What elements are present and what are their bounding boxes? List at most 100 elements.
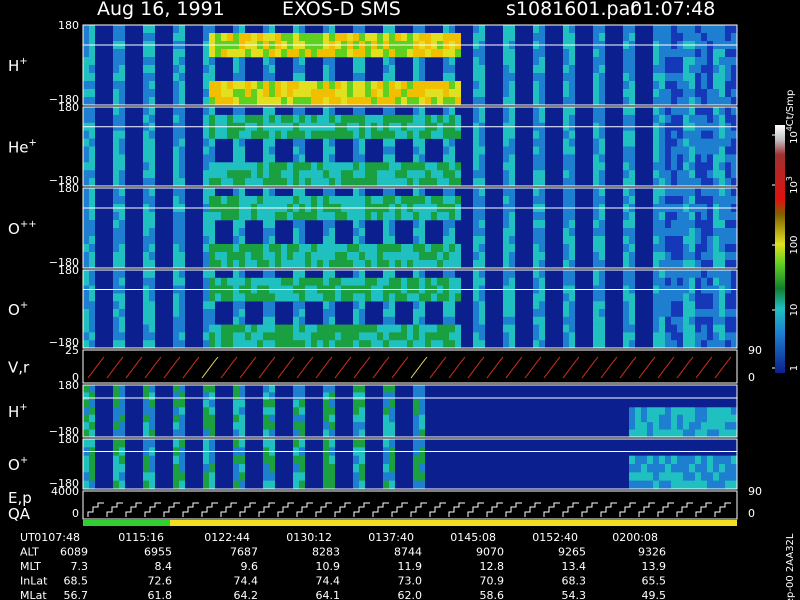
spectrogram-cell <box>503 25 509 34</box>
spectrogram-cell <box>503 114 509 124</box>
spectrogram-cell <box>629 293 635 302</box>
spectrogram-cell <box>317 244 323 253</box>
spectrogram-cell <box>419 49 425 58</box>
spectrogram-cell <box>713 65 719 74</box>
spectrogram-cell <box>227 162 233 171</box>
spectrogram-cell <box>677 324 683 333</box>
spectrogram-cell <box>143 49 149 58</box>
spectrogram-cell <box>233 309 239 318</box>
spectrogram-cell <box>83 228 89 237</box>
spectrogram-cell <box>149 154 155 163</box>
spectrogram-cell <box>401 89 407 98</box>
spectrogram-cell <box>629 422 635 430</box>
spectrogram-cell <box>623 146 629 155</box>
spectrogram-cell <box>725 332 731 341</box>
spectrogram-cell <box>683 73 689 82</box>
spectrogram-cell <box>227 81 233 90</box>
spectrogram-cell <box>479 170 485 179</box>
spectrogram-cell <box>257 252 263 261</box>
spectrogram-cell <box>503 73 509 82</box>
spectrogram-cell <box>287 81 293 90</box>
spectrogram-cell <box>323 188 329 197</box>
spectrogram-cell <box>533 146 539 155</box>
spectrogram-cell <box>239 385 245 393</box>
spectrogram-cell <box>203 277 209 286</box>
spectrogram-cell <box>671 81 677 90</box>
spectrogram-cell <box>455 170 461 179</box>
spectrogram-cell <box>419 309 425 318</box>
spectrogram-cell <box>209 97 215 106</box>
spectrogram-cell <box>371 97 377 106</box>
spectrogram-cell <box>449 277 455 286</box>
spectrogram-cell <box>119 220 125 229</box>
spectrogram-cell <box>335 277 341 286</box>
spectrogram-cell <box>629 138 635 147</box>
spectrogram-cell <box>311 114 317 124</box>
spectrogram-cell <box>695 154 701 163</box>
spectrogram-cell <box>683 114 689 124</box>
spectrogram-cell <box>311 89 317 98</box>
spectrogram-cell <box>683 146 689 155</box>
spectrogram-cell <box>647 455 653 465</box>
spectrogram-cell <box>113 73 119 82</box>
spectrogram-cell <box>263 316 269 325</box>
spectrogram-cell <box>593 236 599 245</box>
spectrogram-cell <box>629 188 635 197</box>
spectrogram-cell <box>599 97 605 106</box>
spectrogram-cell <box>323 114 329 124</box>
spectrogram-cell <box>539 340 545 349</box>
spectrogram-cell <box>725 114 731 124</box>
spectrogram-cell <box>263 414 269 423</box>
spectrogram-cell <box>359 340 365 349</box>
spectrogram-cell <box>269 332 275 341</box>
spectrogram-cell <box>251 332 257 341</box>
spectrogram-cell <box>719 170 725 179</box>
spectrogram-cell <box>623 252 629 261</box>
spectrogram-cell <box>239 107 245 116</box>
spectrogram-cell <box>347 114 353 124</box>
spectrogram-cell <box>593 25 599 34</box>
tick-label: 180 <box>58 101 79 114</box>
spectrogram-cell <box>629 277 635 286</box>
spectrogram-cell <box>659 73 665 82</box>
spectrogram-cell <box>275 212 281 221</box>
spectrogram-cell <box>725 429 731 438</box>
spectrogram-cell <box>89 260 95 269</box>
spectrogram-cell <box>689 422 695 430</box>
velocity-trace <box>524 356 542 379</box>
spectrogram-cell <box>149 429 155 438</box>
spectrogram-cell <box>623 97 629 106</box>
spectrogram-cell <box>323 73 329 82</box>
spectrogram-cell <box>233 324 239 333</box>
spectrogram-cell <box>569 89 575 98</box>
spectrogram-cell <box>419 429 425 438</box>
velocity-trace <box>676 356 694 379</box>
spectrogram-cell <box>359 25 365 34</box>
spectrogram-cell <box>329 89 335 98</box>
spectrogram-cell <box>731 188 737 197</box>
spectrogram-cell <box>707 301 713 310</box>
spectrogram-cell <box>395 178 401 187</box>
spectrogram-cell <box>239 399 245 408</box>
spectrogram-cell <box>431 277 437 286</box>
spectrogram-cell <box>383 25 389 34</box>
spectrogram-cell <box>479 244 485 253</box>
spectrogram-cell <box>707 340 713 349</box>
spectrogram-cell <box>113 196 119 205</box>
spectrogram-cell <box>203 392 209 401</box>
spectrogram-cell <box>149 385 155 393</box>
spectrogram-cell <box>149 114 155 124</box>
spectrogram-cell <box>671 252 677 261</box>
spectrogram-cell <box>629 212 635 221</box>
spectrogram-cell <box>695 81 701 90</box>
spectrogram-cell <box>149 228 155 237</box>
spectrogram-cell <box>593 324 599 333</box>
panel-label: O++ <box>8 219 37 238</box>
spectrogram-cell <box>215 212 221 221</box>
spectrogram-cell <box>83 33 89 42</box>
spectrogram-cell <box>383 162 389 171</box>
spectrogram-cell <box>221 81 227 90</box>
spectrogram-cell <box>599 146 605 155</box>
spectrogram-cell <box>503 65 509 74</box>
spectrogram-cell <box>173 65 179 74</box>
